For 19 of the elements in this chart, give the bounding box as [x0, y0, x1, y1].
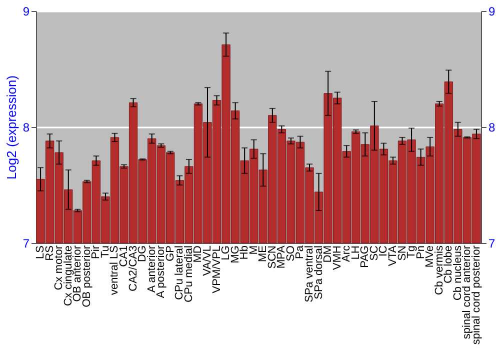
x-tick-label: CPu medial	[182, 246, 195, 302]
x-tick-label: Tg	[406, 246, 418, 258]
x-tick-label: SN	[396, 245, 408, 261]
y2-tick-label: 7	[488, 236, 496, 250]
x-tick-label: Pa	[294, 244, 306, 259]
x-tick-label: SPa dorsal	[312, 246, 325, 300]
x-tick-label: SO	[284, 245, 297, 262]
x-tick-label: MVe	[424, 246, 436, 268]
y2-tick-label: 8	[488, 120, 496, 134]
y-tick-label: 8	[22, 120, 30, 134]
y-tick-label: 9	[22, 4, 30, 18]
x-tick-label: RS	[44, 246, 56, 261]
x-tick-label: VA/VL	[201, 246, 214, 276]
y2-tick-label: 9	[488, 4, 496, 18]
y-axis-title: Log2 (expression)	[4, 75, 19, 180]
x-tick-label: SC	[368, 245, 380, 261]
x-tick-label: SCN	[266, 245, 278, 269]
y-tick-label: 7	[22, 236, 30, 250]
x-tick-label: Arc	[340, 245, 353, 262]
